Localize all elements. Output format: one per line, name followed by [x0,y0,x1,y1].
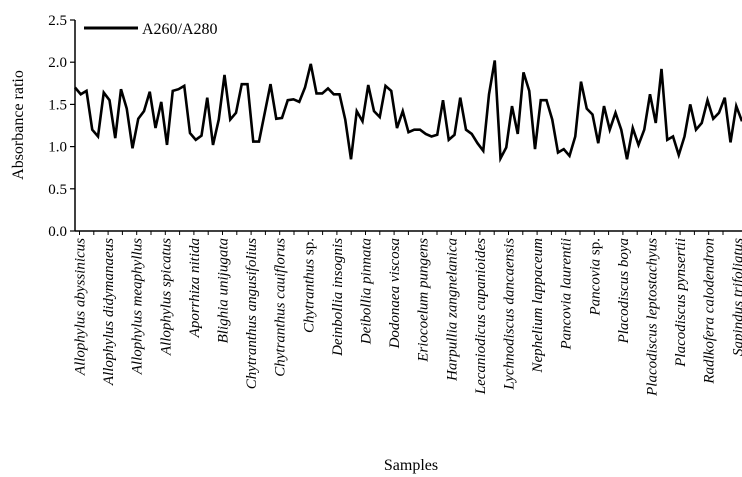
x-category-label: Allophylus didymanaeus [101,238,117,386]
y-tick-label: 1.0 [48,140,67,156]
y-tick-label: 2.0 [48,55,67,71]
x-axis-title: Samples [384,457,438,474]
legend-label: A260/A280 [142,21,218,38]
x-category-label: Dodonaea viscosa [387,238,403,349]
x-category-label: Nephelium lappaceum [530,238,546,374]
x-category-label: Allophylus spicatus [158,238,174,356]
x-category-label: Allophylus abyssinicus [73,238,89,376]
x-category-label: Placodiscus pynsertii [673,238,689,368]
x-category-label: Allophylus meaphyllus [130,238,146,375]
x-category-label: Chytranthus angusifolius [244,238,260,389]
axes [74,20,742,232]
x-category-label: Chytranthus sp. [301,238,317,333]
x-axis-ticks: Allophylus abyssinicus Allophylus didyman… [73,231,742,397]
y-axis-ticks: 0.0 0.5 1.0 1.5 2.0 2.5 [48,13,75,240]
legend: A260/A280 [84,21,218,38]
series-group [74,60,742,164]
y-tick-label: 0.0 [48,224,67,240]
x-category-label: Deibollia pinnata [359,238,375,345]
x-category-label: Deinbollia insognis [330,238,346,357]
x-category-label: Lychnodiscus dancaensis [502,238,518,391]
x-category-label: Sapindus trifoliatus [730,238,742,356]
x-category-label: Placodiscus leptostachyus [645,238,661,397]
x-category-label: Chytranthus cauiflorus [273,238,289,377]
y-tick-label: 1.5 [48,97,67,113]
x-category-label: Pancovia laurentii [559,238,575,351]
y-tick-label: 0.5 [48,182,67,198]
x-category-label: Blighia unijugata [216,238,232,343]
x-category-label: Pancovia sp. [587,238,603,317]
x-category-label: Eriocoelum pungens [416,238,432,363]
y-axis-title: Absorbance ratio [10,70,27,180]
x-category-label: Radlkofera calodendron [702,238,718,385]
series-line [74,60,742,164]
x-category-label: Lecaniodicus cupanioides [473,238,489,395]
x-category-label: Placodiscus boya [616,238,632,344]
x-category-label: Harpullia zangnelanica [444,238,460,382]
y-tick-label: 2.5 [48,13,67,29]
x-category-label: Aporrhiza nitida [187,238,203,338]
